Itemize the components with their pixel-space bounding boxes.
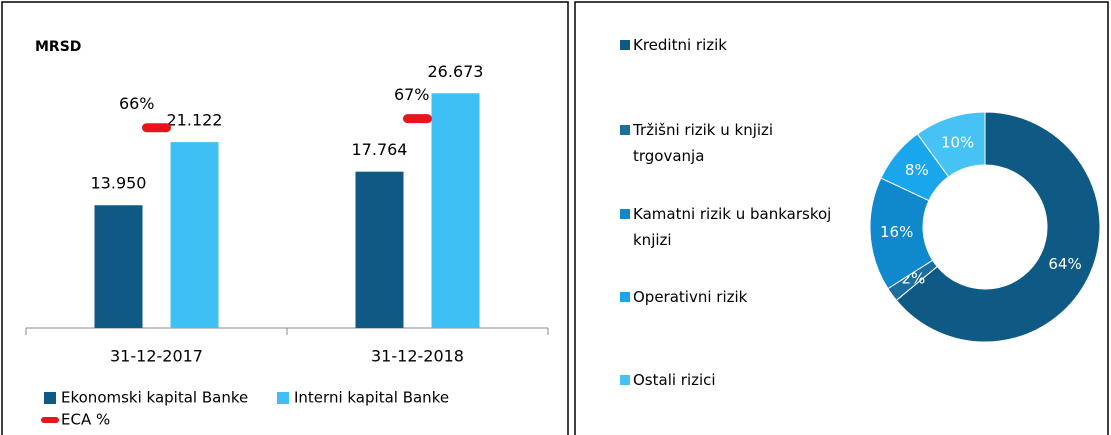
- legend-label: Ekonomski kapital Banke: [61, 389, 248, 407]
- x-tick-label: 31-12-2018: [371, 347, 464, 366]
- left-panel: [1, 1, 569, 435]
- data-label: 67%: [394, 85, 430, 104]
- donut-slice: [895, 111, 1101, 343]
- legend-label: ECA %: [61, 411, 110, 429]
- data-label: 21.122: [167, 111, 223, 130]
- legend-swatch: [620, 209, 630, 219]
- bar: [355, 171, 404, 328]
- legend-label: Ostali rizici: [633, 371, 716, 389]
- bar: [431, 93, 480, 328]
- bar: [94, 205, 143, 328]
- legend-swatch: [620, 40, 630, 50]
- legend-label: Interni kapital Banke: [294, 389, 449, 407]
- legend-label: Kreditni rizik: [633, 36, 727, 54]
- legend-swatch: [620, 375, 630, 385]
- legend-label: Tržišni rizik u knjizi trgovanja: [633, 121, 774, 165]
- data-label: 64%: [1048, 255, 1081, 273]
- data-label: 8%: [905, 161, 929, 179]
- legend-swatch: [44, 392, 56, 404]
- data-label: 10%: [941, 133, 974, 151]
- donut-slice: [916, 111, 986, 178]
- bar: [170, 142, 219, 328]
- data-label: 13.950: [91, 174, 147, 193]
- right-panel: [574, 1, 1109, 435]
- legend-label: Operativni rizik: [633, 288, 748, 306]
- data-label: 26.673: [428, 62, 484, 81]
- data-label: 66%: [119, 94, 155, 113]
- data-label: 17.764: [352, 140, 408, 159]
- legend-swatch: [277, 392, 289, 404]
- x-tick-label: 31-12-2017: [110, 347, 203, 366]
- legend-swatch: [620, 125, 630, 135]
- legend-label: Kamatni rizik u bankarskoj knjizi: [633, 205, 832, 249]
- legend-swatch: [620, 292, 630, 302]
- chart-title: MRSD: [35, 39, 81, 55]
- data-label: 16%: [880, 223, 913, 241]
